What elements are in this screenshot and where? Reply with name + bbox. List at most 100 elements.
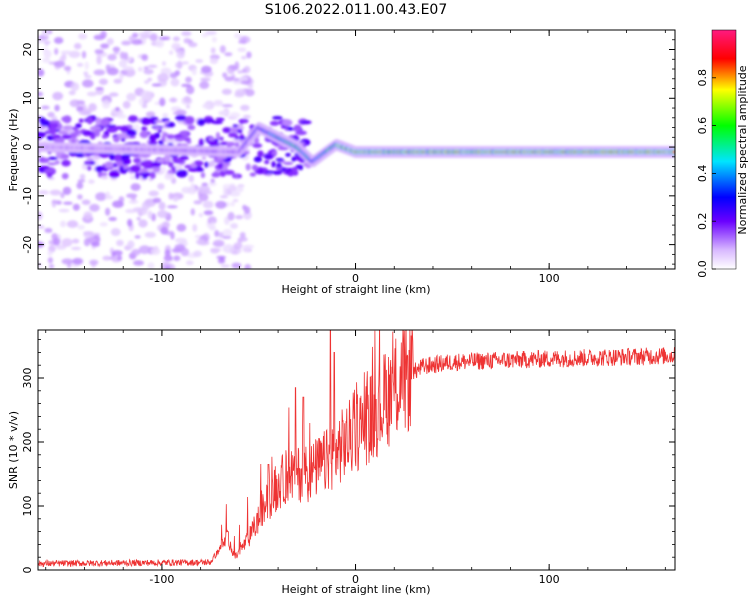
noise-cell: [106, 124, 116, 128]
noise-cell: [188, 175, 195, 183]
noise-cell: [198, 212, 204, 218]
noise-cell: [148, 140, 158, 146]
noise-cell: [147, 210, 153, 219]
noise-cell: [160, 81, 167, 86]
noise-cell: [239, 231, 246, 239]
noise-cell: [195, 59, 204, 63]
noise-cell: [224, 52, 233, 57]
noise-cell: [244, 264, 252, 269]
colorbar-ticks: 0.0 0.2 0.4 0.6 0.8: [696, 69, 716, 278]
noise-cell: [38, 262, 43, 268]
noise-cell: [218, 110, 229, 116]
snr-y-label: SNR (10 * v/v): [7, 411, 20, 489]
noise-cell: [149, 171, 156, 179]
noise-cell: [176, 49, 185, 59]
noise-cell: [157, 73, 169, 83]
noise-cell: [85, 152, 95, 156]
noise-cell: [269, 120, 280, 126]
noise-cell: [157, 183, 165, 190]
noise-cell: [161, 61, 167, 66]
noise-cell: [88, 179, 95, 184]
noise-cell: [237, 47, 247, 52]
noise-cell: [96, 55, 102, 65]
noise-cell: [38, 225, 45, 229]
noise-cell: [117, 255, 123, 261]
noise-cell: [219, 45, 226, 54]
noise-cell: [168, 192, 174, 200]
noise-cell: [252, 143, 263, 148]
noise-cell: [71, 246, 82, 251]
noise-cell: [153, 126, 162, 131]
noise-cell: [105, 191, 110, 199]
noise-cell: [228, 185, 237, 192]
noise-cell: [82, 130, 93, 137]
noise-cell: [234, 174, 240, 179]
noise-cell: [243, 65, 251, 74]
noise-cell: [151, 161, 162, 168]
noise-cell: [131, 248, 141, 256]
noise-cell: [43, 49, 52, 59]
spectrogram-x-ticks: -100 0 100: [45, 30, 666, 285]
noise-cell: [183, 96, 191, 103]
y-tick-label: 0: [21, 144, 34, 151]
noise-cell: [164, 120, 169, 125]
noise-cell: [229, 112, 241, 119]
noise-cell: [108, 92, 119, 97]
noise-cell: [218, 232, 224, 238]
noise-cell: [174, 243, 186, 251]
noise-cell: [53, 60, 66, 68]
noise-cell: [46, 172, 53, 179]
noise-cell: [113, 153, 124, 162]
noise-cell: [63, 201, 73, 205]
noise-cell: [138, 32, 150, 37]
noise-cell: [126, 92, 137, 102]
snr-x-ticks: -100 0 100: [45, 330, 666, 586]
noise-cell: [185, 76, 192, 83]
noise-cell: [264, 160, 270, 165]
noise-cell: [38, 91, 44, 97]
noise-cell: [61, 134, 72, 140]
y-tick-label: 200: [21, 432, 34, 453]
noise-cell: [238, 40, 247, 44]
noise-cell: [100, 30, 107, 39]
noise-cell: [147, 64, 158, 68]
noise-cell: [83, 211, 93, 220]
noise-cell: [122, 100, 131, 109]
x-tick-label: -100: [149, 573, 174, 586]
noise-cell: [215, 117, 225, 122]
noise-cell: [48, 264, 55, 269]
noise-cell: [121, 40, 132, 46]
noise-cell: [251, 164, 259, 171]
noise-cell: [291, 166, 298, 174]
noise-cell: [89, 126, 102, 131]
noise-cell: [176, 169, 188, 178]
noise-cell: [74, 128, 80, 136]
noise-cell: [140, 117, 152, 125]
noise-cell: [293, 134, 298, 140]
noise-cell: [224, 76, 235, 82]
noise-cell: [92, 232, 101, 236]
noise-cell: [148, 190, 159, 197]
snr-panel: -100 0 100 0 100 200 300 Height of straight l…: [7, 329, 676, 596]
noise-cell: [272, 115, 283, 120]
noise-cell: [192, 223, 198, 232]
noise-cell: [133, 260, 145, 266]
noise-cell: [47, 111, 55, 118]
noise-cell: [86, 165, 92, 171]
noise-cell: [78, 118, 84, 123]
noise-cell: [116, 239, 124, 247]
noise-cell: [121, 153, 130, 161]
noise-cell: [108, 216, 117, 222]
noise-cell: [215, 131, 221, 140]
snr-x-label: Height of straight line (km): [281, 583, 430, 596]
noise-cell: [201, 33, 208, 38]
noise-cell: [299, 120, 312, 125]
noise-cell: [132, 207, 145, 212]
noise-cell: [168, 97, 178, 103]
noise-cell: [253, 156, 263, 163]
noise-cell: [151, 83, 162, 87]
noise-cell: [200, 172, 206, 179]
noise-cell: [228, 132, 238, 138]
noise-cell: [208, 137, 215, 141]
y-tick-label: 300: [21, 368, 34, 389]
